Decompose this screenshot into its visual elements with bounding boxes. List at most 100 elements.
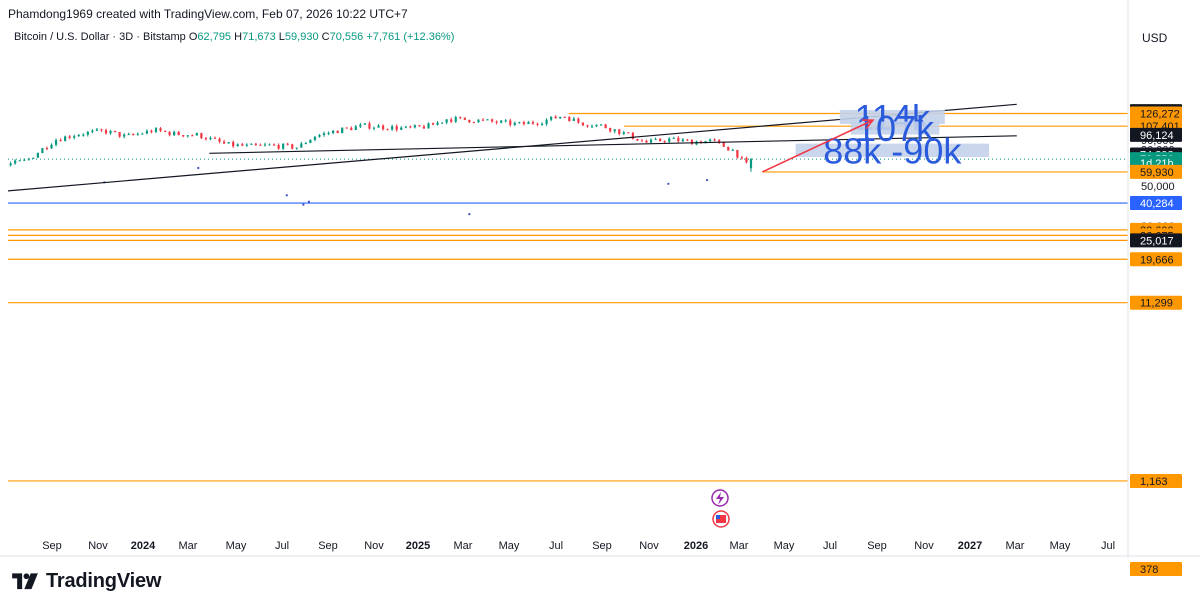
price-tag-label: 25,017 bbox=[1140, 235, 1174, 247]
x-tick-label: Nov bbox=[88, 540, 108, 552]
candle-body bbox=[336, 130, 339, 134]
candle-body bbox=[227, 142, 230, 144]
candle-body bbox=[163, 130, 167, 132]
candle-body bbox=[531, 122, 535, 124]
stray-dot bbox=[667, 182, 670, 185]
candle-body bbox=[73, 136, 76, 138]
candle-body bbox=[740, 157, 743, 159]
candle-body bbox=[27, 158, 30, 160]
x-tick-label: 2027 bbox=[958, 540, 982, 552]
candle-body bbox=[486, 119, 489, 121]
candle-body bbox=[441, 122, 444, 124]
x-tick-label: Sep bbox=[592, 540, 612, 552]
close-label: C bbox=[321, 31, 330, 43]
price-tag-bg bbox=[1130, 295, 1182, 310]
candle-body bbox=[545, 119, 548, 125]
price-tag-label: 11,299 bbox=[1140, 298, 1173, 310]
candle-body bbox=[495, 121, 498, 123]
candle-body bbox=[400, 127, 403, 130]
candle-body bbox=[718, 139, 721, 143]
candle-body bbox=[640, 140, 644, 142]
candle-body bbox=[132, 134, 135, 136]
x-tick-label: 2026 bbox=[684, 540, 708, 552]
candle-body bbox=[191, 135, 194, 137]
candle-body bbox=[291, 144, 294, 149]
x-tick-label: Jul bbox=[823, 540, 837, 552]
change-value: +7,761 (+12.36%) bbox=[366, 31, 455, 43]
candle-body bbox=[200, 133, 203, 139]
y-tick-label: 50,000 bbox=[1141, 181, 1175, 193]
price-tag-bg bbox=[1130, 127, 1182, 142]
open-label: O bbox=[188, 31, 198, 43]
candle-body bbox=[518, 122, 521, 124]
candle-body bbox=[322, 133, 326, 135]
trendline-neckline bbox=[209, 135, 1017, 154]
x-tick-label: Nov bbox=[364, 540, 384, 552]
candle-body bbox=[300, 143, 303, 148]
x-tick-label: Mar bbox=[179, 540, 198, 552]
candle-body bbox=[618, 129, 621, 135]
candle-body bbox=[222, 141, 226, 144]
candle-body bbox=[82, 134, 85, 136]
tradingview-icon bbox=[12, 572, 38, 589]
candle-body bbox=[463, 117, 466, 120]
candle-body bbox=[304, 143, 307, 145]
tradingview-logo[interactable]: TradingView bbox=[10, 570, 161, 593]
candle-body bbox=[327, 132, 330, 134]
candle-body bbox=[350, 127, 353, 130]
open-value: 62,795 bbox=[197, 31, 232, 43]
stray-dot bbox=[705, 178, 709, 182]
candle-body bbox=[645, 140, 648, 143]
candle-body bbox=[104, 130, 108, 134]
candle-body bbox=[631, 132, 634, 139]
candle-body bbox=[599, 124, 603, 126]
close-value: 70,556 bbox=[329, 31, 364, 43]
price-tag-bg bbox=[1130, 164, 1182, 179]
candle-body bbox=[581, 122, 585, 126]
candle-body bbox=[627, 132, 630, 134]
candle-body bbox=[536, 123, 539, 125]
x-tick-label: May bbox=[226, 540, 247, 552]
x-tick-label: Sep bbox=[42, 540, 62, 552]
candle-body bbox=[272, 144, 276, 146]
candle-body bbox=[363, 123, 367, 125]
candle-body bbox=[286, 143, 289, 145]
currency-label[interactable]: USD bbox=[1142, 31, 1168, 45]
stray-dot bbox=[285, 194, 288, 197]
candle-body bbox=[95, 129, 99, 131]
candle-body bbox=[727, 146, 730, 151]
candle-body bbox=[123, 134, 126, 137]
candle-body bbox=[309, 139, 312, 144]
created-by-caption: Phamdong1969 created with TradingView.co… bbox=[8, 7, 408, 21]
candle-body bbox=[100, 129, 103, 131]
x-tick-label: Sep bbox=[867, 540, 887, 552]
candle-body bbox=[59, 140, 62, 142]
candle-body bbox=[18, 160, 21, 162]
candle-body bbox=[427, 123, 430, 129]
candle-body bbox=[9, 163, 12, 166]
candle-body bbox=[145, 130, 148, 134]
price-tag-label: 126,272 bbox=[1140, 108, 1180, 120]
candle-body bbox=[668, 138, 671, 142]
candle-body bbox=[282, 143, 285, 149]
candle-body bbox=[50, 144, 53, 149]
x-tick-label: May bbox=[1050, 540, 1071, 552]
candle-body bbox=[422, 126, 426, 129]
candle-body bbox=[186, 135, 189, 137]
stray-dot bbox=[307, 200, 310, 203]
candle-body bbox=[686, 139, 689, 141]
price-tag-bg bbox=[1130, 106, 1182, 121]
candle-body bbox=[5, 165, 7, 166]
candle-body bbox=[372, 127, 376, 129]
candle-body bbox=[595, 124, 598, 127]
price-tag-label: 378 bbox=[1140, 564, 1158, 576]
trendline-long-uptrend bbox=[8, 103, 1017, 192]
candle-body bbox=[54, 140, 58, 145]
candle-body bbox=[490, 119, 494, 122]
symbol-legend: Bitcoin / U.S. Dollar · 3D · Bitstamp O6… bbox=[14, 31, 454, 43]
flag-glyph bbox=[716, 515, 726, 523]
candle-body bbox=[431, 123, 435, 125]
low-value: 59,930 bbox=[284, 31, 319, 43]
